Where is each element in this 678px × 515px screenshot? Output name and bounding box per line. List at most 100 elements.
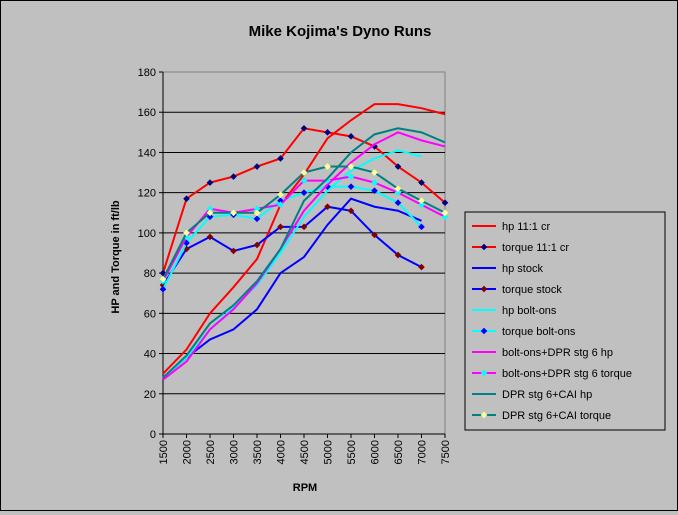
- legend-label: DPR stg 6+CAI hp: [502, 389, 592, 401]
- data-point-torque-bolt-ons: [371, 187, 378, 194]
- legend-marker: [480, 243, 488, 251]
- data-point-torque-bolt-ons: [159, 285, 167, 293]
- legend-marker: [480, 285, 488, 293]
- x-tick-label: 2500: [205, 440, 217, 464]
- x-tick-label: 6000: [370, 440, 382, 464]
- data-point-dpr-stg-6-cai-torque: [371, 169, 378, 176]
- x-tick-label: 1500: [158, 440, 170, 464]
- data-point-torque-stock: [277, 223, 284, 231]
- series-line-hp-stock: [162, 197, 422, 379]
- data-point-torque-stock: [300, 223, 308, 231]
- y-tick-label: 140: [138, 147, 156, 159]
- data-point-torque-stock: [347, 207, 355, 215]
- x-tick-label: 5000: [323, 440, 335, 464]
- data-point-bolt-ons-dpr-stg-6-torque: [277, 201, 284, 209]
- data-point-torque-11-1-cr: [300, 125, 308, 132]
- data-point-torque-stock: [394, 251, 402, 259]
- legend-label: torque stock: [502, 284, 562, 296]
- data-point-torque-bolt-ons: [253, 215, 261, 223]
- chart-title: Mike Kojima's Dyno Runs: [249, 23, 432, 40]
- x-tick-label: 2000: [182, 440, 194, 464]
- data-point-dpr-stg-6-cai-torque: [324, 163, 331, 170]
- legend-box: [464, 211, 666, 431]
- data-point-torque-11-1-cr: [324, 129, 331, 136]
- plot-area: 0 20 40 60 80 100 120 140 160 180 1500 2000 2500 3000…: [138, 67, 452, 464]
- legend-label: hp bolt-ons: [502, 305, 557, 317]
- y-tick-label: 160: [138, 107, 156, 119]
- y-tick-label: 0: [150, 429, 156, 441]
- legend-label: bolt-ons+DPR stg 6 torque: [502, 368, 632, 380]
- legend-label: hp stock: [502, 263, 543, 275]
- data-point-torque-bolt-ons: [418, 223, 425, 231]
- series-line-bolt-ons-dpr-stg-6-hp: [162, 131, 446, 381]
- legend-label: torque bolt-ons: [502, 326, 576, 338]
- data-point-torque-stock: [418, 263, 425, 271]
- data-point-torque-11-1-cr: [230, 173, 237, 180]
- data-point-torque-stock: [253, 241, 261, 249]
- data-point-dpr-stg-6-cai-torque: [300, 169, 308, 176]
- x-tick-label: 4000: [276, 440, 288, 464]
- x-axis-label: RPM: [293, 482, 317, 494]
- data-point-dpr-stg-6-cai-torque: [230, 209, 237, 217]
- data-point-torque-stock: [230, 247, 237, 255]
- data-point-torque-11-1-cr: [253, 163, 261, 170]
- data-point-dpr-stg-6-cai-torque: [347, 163, 355, 170]
- data-point-torque-stock: [371, 231, 378, 239]
- data-point-torque-11-1-cr: [347, 133, 355, 140]
- data-point-torque-stock: [206, 233, 214, 241]
- data-point-dpr-stg-6-cai-torque: [441, 209, 449, 217]
- x-tick-label: 4500: [299, 440, 311, 464]
- legend-marker: [480, 369, 488, 377]
- data-point-dpr-stg-6-cai-torque: [159, 275, 167, 283]
- y-tick-label: 40: [144, 349, 156, 361]
- x-tick-label: 5500: [346, 440, 358, 464]
- data-point-bolt-ons-dpr-stg-6-torque: [418, 201, 425, 209]
- y-axis-label: HP and Torque in ft/lb: [110, 200, 122, 314]
- data-point-bolt-ons-dpr-stg-6-torque: [371, 179, 378, 186]
- data-point-bolt-ons-dpr-stg-6-torque: [441, 213, 449, 221]
- legend-label: DPR stg 6+CAI torque: [502, 410, 611, 422]
- y-tick-label: 20: [144, 389, 156, 401]
- data-point-dpr-stg-6-cai-torque: [418, 197, 425, 205]
- x-tick-label: 6500: [393, 440, 405, 464]
- data-point-torque-11-1-cr: [277, 155, 284, 162]
- x-tick-label: 7000: [417, 440, 429, 464]
- y-tick-label: 180: [138, 67, 156, 79]
- legend-label: bolt-ons+DPR stg 6 hp: [502, 347, 613, 359]
- data-point-dpr-stg-6-cai-torque: [183, 229, 190, 237]
- legend-label: hp 11:1 cr: [502, 221, 550, 233]
- data-point-dpr-stg-6-cai-torque: [277, 191, 284, 198]
- data-point-torque-11-1-cr: [183, 195, 190, 203]
- legend: hp 11:1 cr torque 11:1 cr hp stock torque s…: [464, 211, 666, 431]
- data-point-bolt-ons-dpr-stg-6-torque: [394, 189, 402, 196]
- y-tick-label: 60: [144, 308, 156, 320]
- legend-label: torque 11:1 cr: [502, 242, 569, 254]
- series-line-torque-bolt-ons: [162, 185, 423, 290]
- data-point-dpr-stg-6-cai-torque: [394, 185, 402, 192]
- data-point-dpr-stg-6-cai-torque: [253, 209, 261, 217]
- x-tick-label: 3000: [229, 440, 241, 464]
- data-point-dpr-stg-6-cai-torque: [206, 209, 214, 217]
- legend-marker: [480, 411, 488, 419]
- data-point-torque-11-1-cr: [206, 179, 214, 186]
- data-point-torque-11-1-cr: [159, 269, 167, 277]
- data-point-torque-bolt-ons: [347, 183, 355, 190]
- x-tick-label: 3500: [252, 440, 264, 464]
- data-point-bolt-ons-dpr-stg-6-torque: [347, 173, 355, 180]
- data-point-torque-11-1-cr: [394, 163, 402, 170]
- data-point-torque-bolt-ons: [300, 189, 308, 196]
- data-point-torque-bolt-ons: [206, 213, 214, 221]
- x-tick-label: 7500: [440, 440, 452, 464]
- y-tick-label: 100: [138, 228, 156, 240]
- series-line-dpr-stg-6-cai-hp: [162, 127, 446, 379]
- data-point-torque-11-1-cr: [418, 179, 425, 186]
- data-point-bolt-ons-dpr-stg-6-torque: [300, 177, 308, 184]
- data-point-torque-11-1-cr: [441, 199, 449, 207]
- legend-marker: [480, 327, 488, 335]
- data-point-torque-stock: [324, 203, 331, 211]
- y-tick-label: 120: [138, 188, 156, 200]
- y-tick-label: 80: [144, 268, 156, 280]
- data-point-torque-bolt-ons: [394, 199, 402, 207]
